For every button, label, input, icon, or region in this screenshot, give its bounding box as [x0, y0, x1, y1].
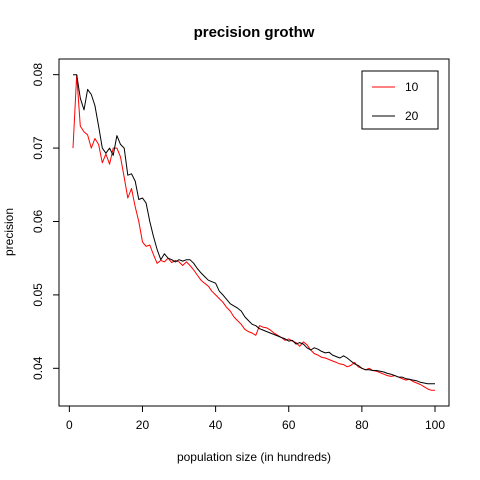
y-tick-label: 0.04 [31, 356, 45, 380]
y-tick-label: 0.08 [31, 63, 45, 87]
x-tick-label: 100 [425, 418, 445, 432]
series-layer [72, 74, 435, 391]
x-tick-label: 60 [282, 418, 296, 432]
y-tick-label: 0.06 [31, 209, 45, 233]
legend: 10 20 [361, 70, 439, 130]
y-axis-label: precision [2, 208, 16, 256]
x-axis: 0 20 40 60 80 100 [66, 406, 445, 432]
x-tick-label: 20 [136, 418, 150, 432]
x-axis-label: population size (in hundreds) [177, 450, 331, 464]
y-tick-label: 0.05 [31, 283, 45, 307]
x-tick-label: 40 [209, 418, 223, 432]
plot-frame [58, 58, 450, 407]
chart-title: precision grothw [194, 24, 315, 41]
x-tick-label: 0 [66, 418, 73, 432]
series-line-20 [73, 74, 435, 385]
legend-label-series-20: 20 [405, 109, 419, 123]
legend-box [361, 70, 439, 130]
y-tick-label: 0.07 [31, 136, 45, 160]
x-tick-label: 80 [355, 418, 369, 432]
y-axis: 0.04 0.05 0.06 0.07 0.08 [31, 63, 59, 380]
legend-label-series-10: 10 [405, 80, 419, 94]
